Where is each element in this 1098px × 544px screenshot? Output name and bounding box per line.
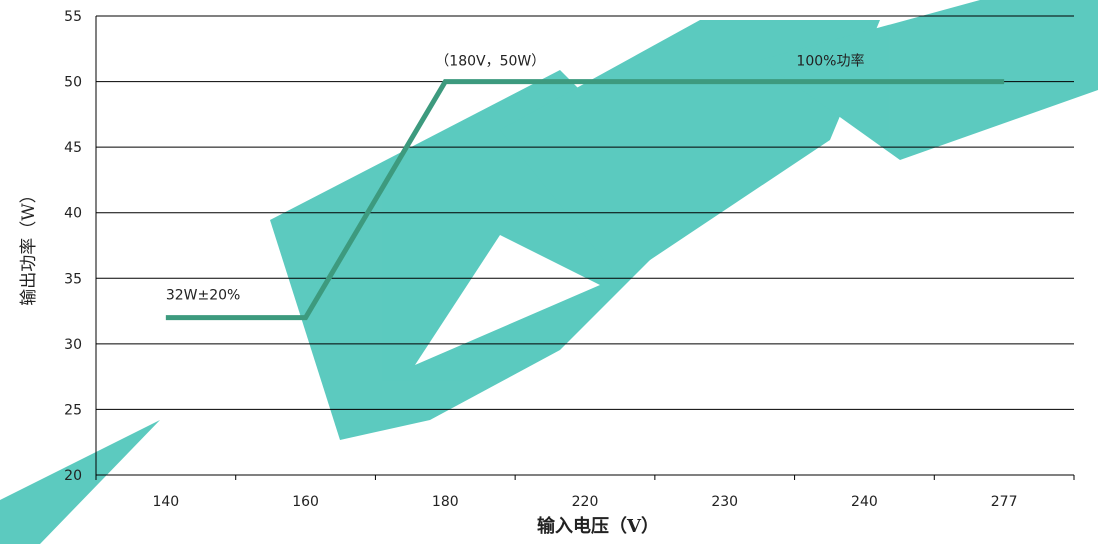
y-axis-title: 输出功率（W）	[19, 186, 39, 305]
y-tick-label: 35	[64, 271, 82, 287]
y-tick-label: 20	[64, 468, 82, 484]
x-tick-label: 220	[572, 494, 599, 510]
x-tick-label: 160	[292, 494, 319, 510]
x-tick-label: 180	[432, 494, 459, 510]
y-tick-label: 30	[64, 337, 82, 353]
annotation-label: 32W±20%	[166, 288, 241, 304]
x-tick-label: 277	[991, 494, 1018, 510]
y-tick-label: 45	[64, 140, 82, 156]
y-tick-label: 40	[64, 206, 82, 222]
x-axis-title: 输入电压（V）	[537, 515, 659, 537]
y-tick-label: 25	[64, 402, 82, 418]
series-layer	[165, 79, 1005, 321]
x-tick-label: 140	[152, 494, 179, 510]
annotation-label: （180V，50W）	[435, 54, 545, 70]
annotation-label: 100%功率	[796, 53, 864, 70]
y-tick-label: 50	[64, 75, 82, 91]
x-tick-label: 230	[711, 494, 738, 510]
y-tick-label: 55	[64, 9, 82, 25]
annotation-layer: 32W±20% （180V，50W） 100%功率	[166, 53, 865, 304]
x-axis: 140 160 180 220 230 240 277	[152, 494, 1017, 510]
y-axis: 20 25 30 35 40 45 50 55	[64, 9, 82, 484]
x-tick-label: 240	[851, 494, 878, 510]
